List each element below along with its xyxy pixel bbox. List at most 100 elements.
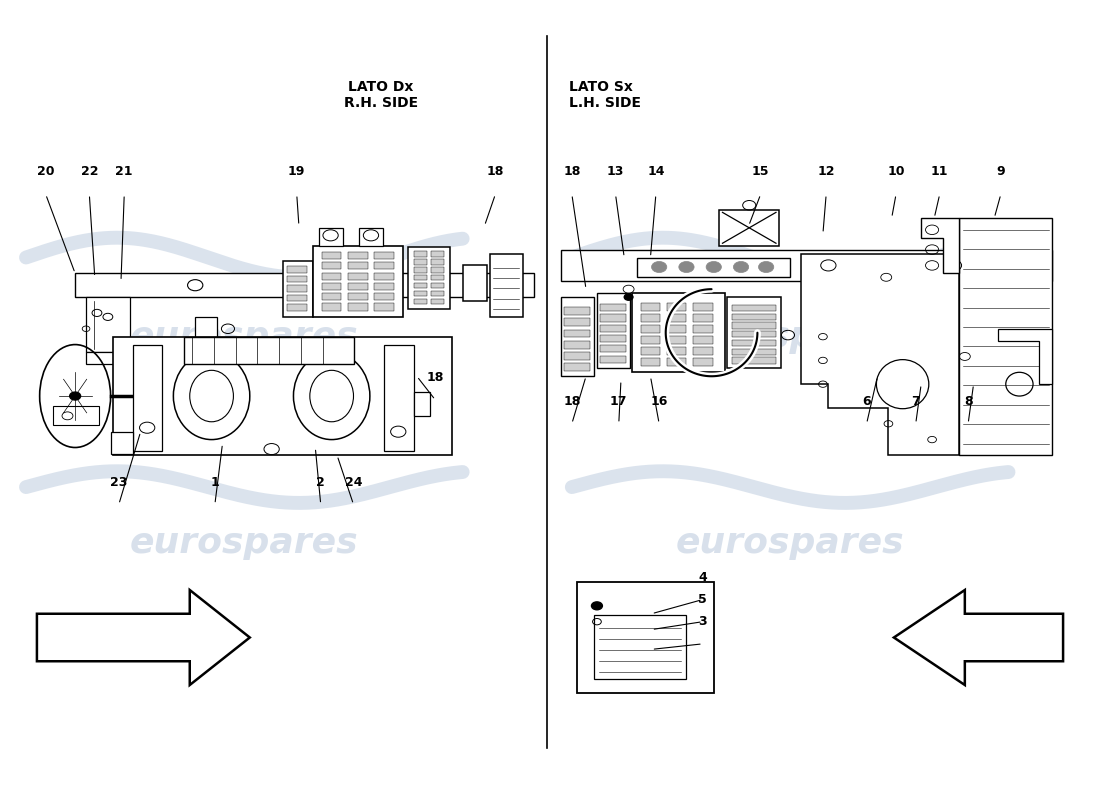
- FancyBboxPatch shape: [733, 340, 775, 346]
- FancyBboxPatch shape: [631, 293, 725, 372]
- FancyBboxPatch shape: [319, 228, 342, 246]
- FancyBboxPatch shape: [601, 335, 626, 342]
- Circle shape: [592, 602, 603, 610]
- FancyBboxPatch shape: [667, 314, 686, 322]
- Polygon shape: [894, 590, 1063, 685]
- Polygon shape: [113, 337, 452, 455]
- FancyBboxPatch shape: [431, 298, 444, 304]
- Polygon shape: [86, 353, 130, 364]
- FancyBboxPatch shape: [578, 582, 714, 693]
- FancyBboxPatch shape: [640, 347, 660, 355]
- FancyBboxPatch shape: [414, 290, 427, 296]
- Text: LATO Dx
R.H. SIDE: LATO Dx R.H. SIDE: [343, 80, 418, 110]
- Polygon shape: [384, 345, 414, 451]
- Text: 17: 17: [610, 395, 627, 408]
- FancyBboxPatch shape: [414, 251, 427, 257]
- Polygon shape: [86, 297, 130, 353]
- Text: 18: 18: [563, 395, 581, 408]
- FancyBboxPatch shape: [564, 330, 591, 338]
- FancyBboxPatch shape: [348, 252, 367, 259]
- Text: LATO Sx
L.H. SIDE: LATO Sx L.H. SIDE: [569, 80, 640, 110]
- FancyBboxPatch shape: [283, 262, 313, 317]
- FancyBboxPatch shape: [322, 293, 341, 300]
- FancyBboxPatch shape: [374, 252, 394, 259]
- Text: 22: 22: [80, 166, 98, 178]
- FancyBboxPatch shape: [374, 262, 394, 270]
- FancyBboxPatch shape: [348, 293, 367, 300]
- Text: 13: 13: [607, 166, 624, 178]
- Text: eurospares: eurospares: [130, 320, 359, 354]
- Text: 1: 1: [210, 476, 219, 489]
- Circle shape: [679, 262, 694, 273]
- FancyBboxPatch shape: [287, 276, 307, 282]
- FancyBboxPatch shape: [640, 314, 660, 322]
- FancyBboxPatch shape: [693, 314, 713, 322]
- FancyBboxPatch shape: [640, 358, 660, 366]
- FancyBboxPatch shape: [719, 210, 779, 246]
- FancyBboxPatch shape: [490, 254, 522, 317]
- FancyBboxPatch shape: [640, 325, 660, 333]
- Text: 9: 9: [997, 166, 1005, 178]
- FancyBboxPatch shape: [359, 228, 383, 246]
- Circle shape: [759, 262, 773, 273]
- Text: 14: 14: [647, 166, 664, 178]
- Text: eurospares: eurospares: [675, 320, 904, 354]
- FancyBboxPatch shape: [601, 356, 626, 362]
- FancyBboxPatch shape: [431, 290, 444, 296]
- FancyBboxPatch shape: [564, 318, 591, 326]
- Text: 16: 16: [650, 395, 668, 408]
- Polygon shape: [195, 357, 272, 370]
- FancyBboxPatch shape: [53, 406, 99, 426]
- Text: 15: 15: [752, 166, 769, 178]
- Circle shape: [651, 262, 667, 273]
- FancyBboxPatch shape: [693, 358, 713, 366]
- FancyBboxPatch shape: [601, 314, 626, 322]
- FancyBboxPatch shape: [733, 358, 775, 363]
- FancyBboxPatch shape: [322, 303, 341, 310]
- Polygon shape: [37, 590, 250, 685]
- FancyBboxPatch shape: [667, 302, 686, 310]
- Polygon shape: [921, 218, 959, 274]
- FancyBboxPatch shape: [640, 336, 660, 344]
- Circle shape: [624, 294, 632, 300]
- FancyBboxPatch shape: [414, 275, 427, 281]
- Circle shape: [734, 262, 749, 273]
- FancyBboxPatch shape: [561, 297, 594, 376]
- FancyBboxPatch shape: [667, 347, 686, 355]
- FancyBboxPatch shape: [601, 346, 626, 353]
- FancyBboxPatch shape: [374, 293, 394, 300]
- Text: 8: 8: [964, 395, 972, 408]
- Polygon shape: [998, 329, 1053, 384]
- FancyBboxPatch shape: [693, 325, 713, 333]
- FancyBboxPatch shape: [693, 336, 713, 344]
- Text: eurospares: eurospares: [675, 526, 904, 559]
- FancyBboxPatch shape: [431, 283, 444, 288]
- Text: 2: 2: [317, 476, 326, 489]
- FancyBboxPatch shape: [348, 303, 367, 310]
- Text: 11: 11: [931, 166, 948, 178]
- FancyBboxPatch shape: [374, 273, 394, 280]
- FancyBboxPatch shape: [733, 322, 775, 329]
- FancyBboxPatch shape: [414, 298, 427, 304]
- Text: eurospares: eurospares: [130, 526, 359, 559]
- FancyBboxPatch shape: [693, 302, 713, 310]
- FancyBboxPatch shape: [374, 303, 394, 310]
- FancyBboxPatch shape: [414, 267, 427, 273]
- Circle shape: [706, 262, 722, 273]
- FancyBboxPatch shape: [287, 294, 307, 301]
- FancyBboxPatch shape: [414, 392, 430, 416]
- Polygon shape: [801, 254, 959, 455]
- FancyBboxPatch shape: [322, 273, 341, 280]
- FancyBboxPatch shape: [693, 347, 713, 355]
- Polygon shape: [111, 432, 133, 454]
- FancyBboxPatch shape: [414, 259, 427, 265]
- Polygon shape: [561, 250, 1053, 282]
- FancyBboxPatch shape: [667, 325, 686, 333]
- FancyBboxPatch shape: [431, 251, 444, 257]
- Circle shape: [69, 392, 80, 400]
- FancyBboxPatch shape: [637, 258, 790, 277]
- FancyBboxPatch shape: [463, 266, 486, 301]
- FancyBboxPatch shape: [601, 325, 626, 332]
- Polygon shape: [195, 317, 239, 357]
- FancyBboxPatch shape: [640, 302, 660, 310]
